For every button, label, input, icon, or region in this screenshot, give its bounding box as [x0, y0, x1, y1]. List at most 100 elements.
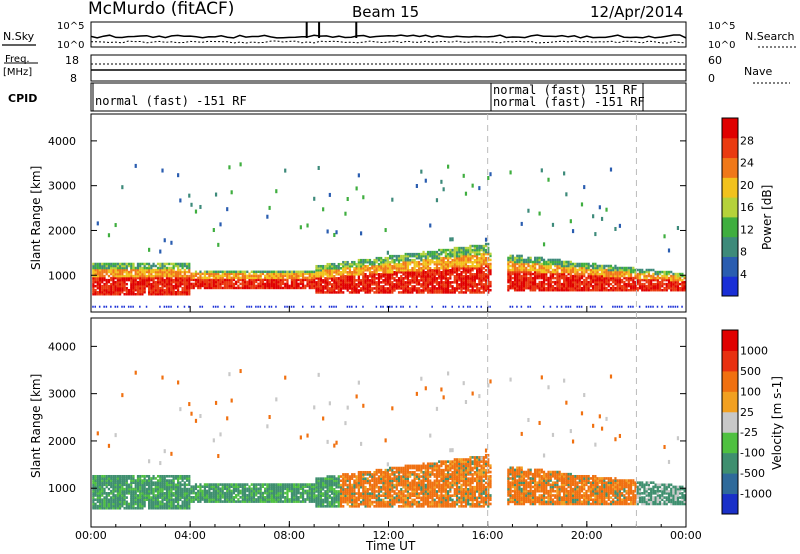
power-cell [281, 270, 285, 274]
power-cell [179, 278, 182, 282]
power-cell [440, 250, 443, 254]
velocity-cell [326, 477, 329, 480]
power-cell [259, 278, 262, 282]
power-cell [594, 266, 597, 270]
power-cell [580, 268, 584, 272]
power-cell [395, 268, 398, 272]
power-cell [540, 268, 543, 272]
power-cell [520, 280, 523, 284]
power-cell [257, 286, 260, 290]
power-cell [549, 262, 552, 266]
velocity-cell [270, 491, 273, 495]
velocity-cell [94, 489, 97, 493]
power-cell [141, 274, 144, 278]
velocity-cell [190, 496, 193, 499]
power-cell [310, 282, 314, 286]
power-cell [121, 290, 124, 294]
power-cell [310, 270, 314, 274]
power-cell [384, 281, 387, 284]
power-cell [319, 285, 323, 288]
power-cell [301, 284, 305, 288]
power-cell [478, 186, 481, 191]
power-cell [404, 260, 407, 264]
power-cell [333, 281, 336, 284]
velocity-cell [212, 498, 215, 501]
power-cell [112, 278, 115, 282]
power-cell [460, 287, 463, 290]
power-cell [252, 272, 256, 276]
velocity-cell [116, 502, 119, 506]
power-cell [112, 276, 115, 280]
velocity-cell [119, 481, 122, 484]
velocity-cell [250, 498, 253, 501]
power-cell [451, 260, 454, 264]
velocity-cell [165, 487, 169, 491]
velocity-cell [148, 496, 151, 499]
velocity-cell [246, 493, 249, 497]
power-cell [670, 305, 672, 308]
power-cell [402, 258, 405, 262]
power-cell [112, 268, 115, 272]
power-cell [346, 283, 349, 286]
power-cell [250, 286, 253, 290]
power-cell [348, 268, 352, 272]
power-cell [127, 264, 131, 268]
power-cell [368, 258, 372, 262]
power-cell [237, 280, 240, 284]
velocity-cell [148, 502, 151, 506]
velocity-cell [183, 506, 186, 510]
power-cell [418, 287, 421, 290]
velocity-cell [110, 498, 113, 502]
power-cell [462, 264, 465, 268]
power-cell [638, 268, 642, 272]
velocity-cell [156, 498, 160, 502]
power-cell [264, 284, 267, 288]
power-cell [618, 284, 622, 288]
power-cell [248, 280, 251, 284]
velocity-cell [284, 496, 287, 499]
power-cell [476, 266, 479, 270]
power-cell [422, 291, 425, 294]
power-cell [127, 290, 131, 294]
power-cell [324, 281, 327, 284]
velocity-cell [92, 477, 95, 480]
power-cell [471, 248, 474, 252]
velocity-cell [342, 490, 345, 493]
velocity-cell [315, 505, 318, 508]
power-cell [480, 275, 483, 278]
power-cell [290, 276, 294, 280]
velocity-cell [125, 474, 128, 478]
power-cell [444, 248, 447, 252]
velocity-cell [317, 487, 320, 491]
power-cell [136, 266, 140, 270]
power-cell [598, 284, 601, 288]
power-cell [179, 270, 182, 274]
power-cell [177, 274, 180, 278]
power-cell [317, 277, 320, 280]
velocity-cell [248, 500, 251, 503]
power-cell [569, 278, 572, 282]
velocity-cell [210, 496, 213, 499]
power-cell [308, 284, 311, 288]
power-cell [130, 286, 133, 290]
power-cell [261, 278, 265, 282]
velocity-cell [317, 490, 320, 493]
power-cell [339, 281, 343, 284]
power-cell [400, 287, 403, 290]
power-cell [404, 281, 407, 284]
power-cell [384, 256, 387, 260]
velocity-cell [346, 502, 349, 506]
power-cell [480, 283, 483, 286]
velocity-cell [330, 475, 334, 478]
velocity-cell [203, 485, 207, 489]
power-cell [592, 288, 595, 292]
velocity-cell [172, 483, 175, 487]
colorbar-swatch [722, 256, 738, 277]
power-cell [192, 278, 195, 282]
velocity-cell [275, 496, 278, 499]
velocity-cell [221, 500, 224, 503]
power-cell [199, 284, 202, 288]
power-cell [272, 286, 276, 290]
power-cell [574, 284, 577, 288]
power-cell [136, 268, 140, 272]
